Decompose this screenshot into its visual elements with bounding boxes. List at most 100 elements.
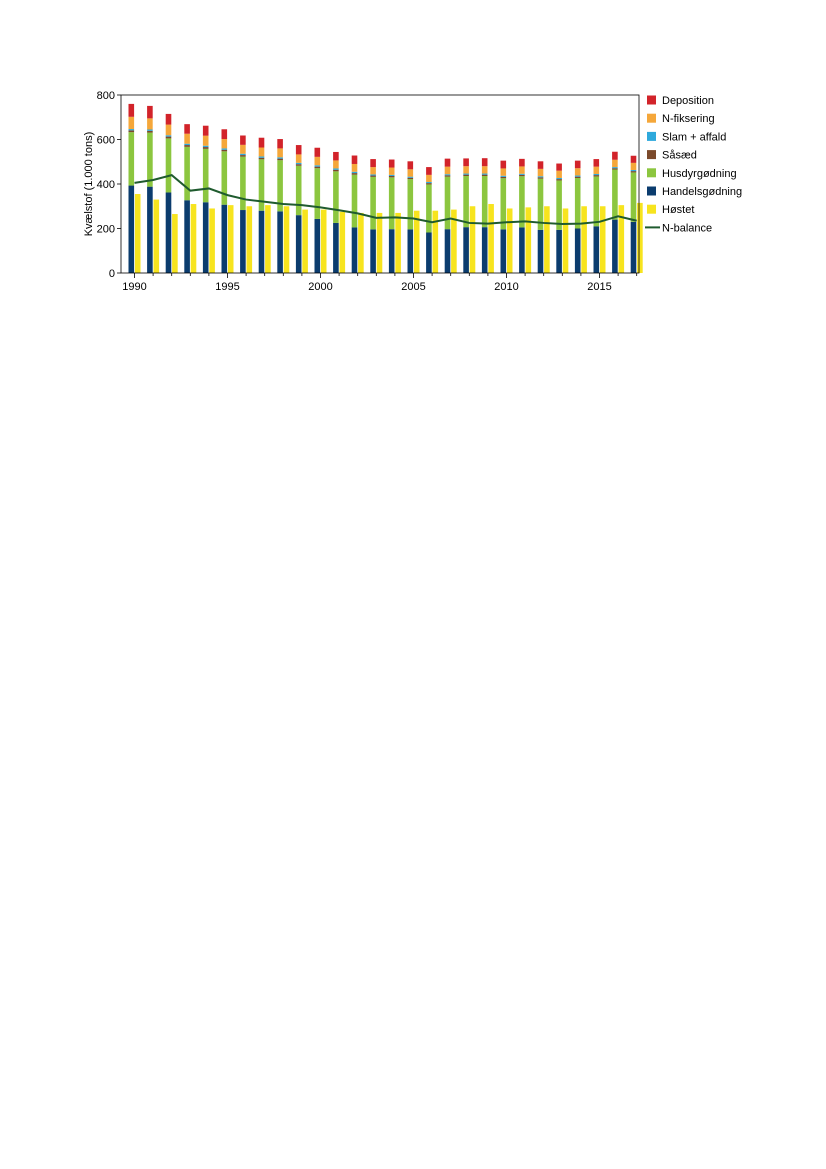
stacked-bar-husdyrg-dning — [630, 172, 637, 222]
stacked-bar-s-s-d — [165, 136, 172, 139]
stacked-bar-handelsg-dning — [370, 229, 376, 273]
bar-hostet — [395, 212, 401, 273]
stacked-bar-n-fiksering — [184, 133, 190, 144]
stacked-bar-n-fiksering — [351, 163, 358, 172]
bar-hostet — [209, 208, 215, 273]
stacked-bar-husdyrg-dning — [258, 159, 265, 211]
legend-label: Deposition — [662, 95, 714, 107]
stacked-bar-slam-affald — [202, 145, 209, 148]
line-layer — [134, 174, 637, 226]
legend-swatch-h-stet — [647, 204, 656, 214]
stacked-bar-s-s-d — [370, 175, 376, 177]
stacked-bar-husdyrg-dning — [593, 176, 600, 227]
stacked-bar-slam-affald — [370, 174, 376, 176]
stacked-bar-slam-affald — [519, 173, 525, 175]
stacked-bar-husdyrg-dning — [407, 179, 414, 230]
stacked-bar-handelsg-dning — [388, 229, 395, 273]
stacked-bar-s-s-d — [184, 145, 190, 147]
stacked-bar-s-s-d — [481, 174, 488, 176]
legend-swatch-handelsg-dning — [647, 186, 656, 196]
legend-swatch-husdyrg-dning — [647, 168, 656, 178]
stacked-bar-deposition — [426, 167, 432, 175]
stacked-bar-s-s-d — [407, 177, 414, 180]
stacked-bar-handelsg-dning — [463, 227, 469, 273]
bar-hostet — [246, 206, 253, 273]
stacked-bar-deposition — [463, 158, 469, 167]
x-axis-ticks: 1990 1995 2000 2005 2010 2015 — [122, 273, 638, 293]
stacked-bar-deposition — [519, 158, 525, 167]
x-tick-label: 1990 — [122, 281, 146, 293]
stacked-bar-s-s-d — [612, 168, 618, 170]
stacked-bar-deposition — [202, 125, 209, 136]
legend-label: Slam + affald — [662, 131, 726, 143]
stacked-bar-deposition — [351, 155, 358, 164]
stacked-bar-slam-affald — [128, 129, 135, 131]
bar-hostet — [469, 206, 476, 273]
stacked-bar-husdyrg-dning — [165, 138, 172, 193]
y-tick-label: 0 — [109, 268, 115, 280]
stacked-bar-handelsg-dning — [630, 221, 637, 273]
stacked-bar-deposition — [574, 160, 581, 169]
stacked-bar-husdyrg-dning — [500, 178, 507, 230]
stacked-bar-deposition — [370, 159, 376, 168]
bar-hostet — [302, 209, 308, 273]
legend-swatch-deposition — [647, 95, 656, 105]
stacked-bar-n-fiksering — [593, 166, 600, 174]
stacked-bar-n-fiksering — [630, 162, 637, 170]
stacked-bar-n-fiksering — [537, 168, 544, 177]
stacked-bar-n-fiksering — [426, 174, 432, 182]
x-tick-label: 2015 — [587, 281, 611, 293]
stacked-bar-deposition — [165, 113, 172, 125]
x-tick-label: 2010 — [494, 281, 518, 293]
stacked-bar-husdyrg-dning — [463, 175, 469, 228]
y-axis-ticks: 0 200 400 600 800 — [97, 90, 121, 280]
bar-hostet — [413, 210, 420, 273]
stacked-bar-s-s-d — [277, 158, 283, 161]
stacked-bar-s-s-d — [351, 173, 358, 175]
stacked-bar-handelsg-dning — [593, 226, 600, 273]
y-tick-label: 400 — [97, 179, 115, 191]
stacked-bar-s-s-d — [258, 157, 265, 160]
stacked-bar-n-fiksering — [370, 167, 376, 175]
stacked-bar-n-fiksering — [165, 124, 172, 136]
stacked-bar-slam-affald — [537, 176, 544, 178]
bar-hostet — [283, 206, 290, 273]
stacked-bar-deposition — [314, 147, 321, 157]
stacked-bar-deposition — [444, 158, 451, 167]
stacked-bar-deposition — [333, 151, 339, 161]
stacked-bar-husdyrg-dning — [147, 132, 153, 187]
legend-label: Høstet — [662, 204, 694, 216]
stacked-bar-s-s-d — [333, 169, 339, 172]
stacked-bar-slam-affald — [165, 135, 172, 137]
stacked-bar-handelsg-dning — [333, 222, 339, 273]
stacked-bar-husdyrg-dning — [277, 160, 283, 212]
stacked-bar-slam-affald — [147, 129, 153, 131]
x-tick-label: 2005 — [401, 281, 425, 293]
stacked-bar-n-fiksering — [128, 116, 135, 130]
stacked-bar-slam-affald — [388, 174, 395, 176]
line-n-balance — [134, 174, 637, 226]
bar-hostet — [320, 209, 327, 273]
stacked-bar-handelsg-dning — [612, 219, 618, 273]
stacked-bar-handelsg-dning — [426, 232, 432, 273]
y-tick-label: 800 — [97, 90, 115, 102]
stacked-bar-slam-affald — [463, 173, 469, 175]
stacked-bar-slam-affald — [407, 176, 414, 178]
bar-hostet — [172, 214, 178, 273]
stacked-bar-handelsg-dning — [444, 229, 451, 273]
stacked-bar-s-s-d — [295, 164, 302, 166]
stacked-bar-husdyrg-dning — [221, 151, 228, 205]
stacked-bar-handelsg-dning — [519, 227, 525, 273]
stacked-bar-n-fiksering — [202, 135, 209, 146]
stacked-bar-husdyrg-dning — [574, 177, 581, 229]
stacked-bar-deposition — [128, 103, 135, 117]
stacked-bar-s-s-d — [463, 174, 469, 176]
stacked-bar-slam-affald — [221, 148, 228, 150]
stacked-bar-handelsg-dning — [537, 229, 544, 273]
bar-hostet — [134, 194, 141, 273]
legend-label: Handelsgødning — [662, 186, 742, 198]
stacked-bar-husdyrg-dning — [351, 174, 358, 228]
x-tick-label: 2000 — [308, 281, 332, 293]
bar-hostet — [488, 204, 494, 273]
stacked-bar-n-fiksering — [277, 148, 283, 158]
